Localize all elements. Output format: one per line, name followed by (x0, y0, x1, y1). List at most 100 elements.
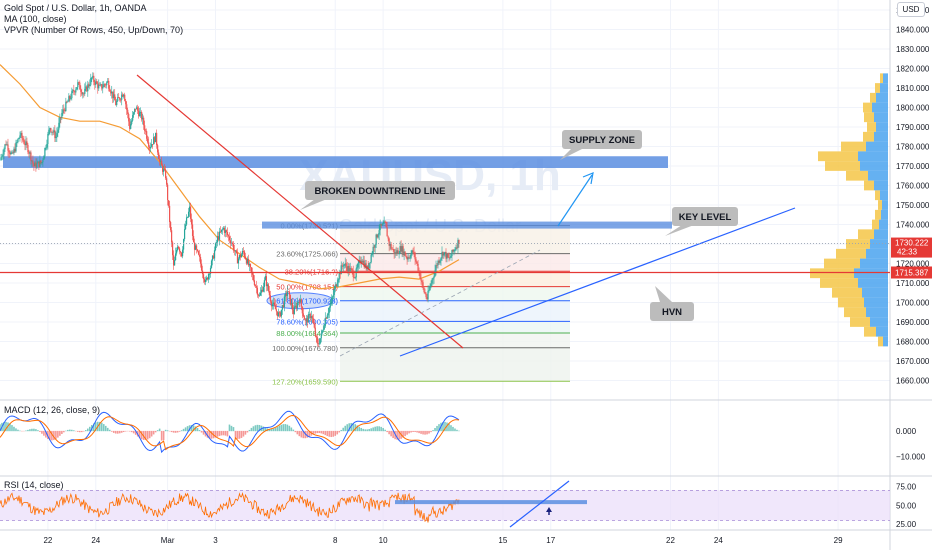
candle-body-158 (157, 145, 159, 153)
candle-body-20 (19, 135, 21, 138)
candle-body-290 (288, 291, 290, 295)
macd-hist-232 (230, 425, 233, 432)
macd-hist-190 (188, 425, 191, 432)
macd-hist-454 (452, 426, 454, 432)
vp-down-8 (818, 151, 858, 162)
candle-body-30 (29, 152, 31, 154)
rsi-indicator-label[interactable]: RSI (14, close) (4, 480, 64, 490)
candle-body-380 (378, 230, 380, 235)
candle-body-330 (328, 307, 330, 313)
fib-label-2: 38.20%(1716.?) (285, 267, 339, 276)
candle-body-190 (188, 206, 191, 212)
candle-body-339 (337, 279, 339, 283)
macd-indicator-label[interactable]: MACD (12, 26, close, 9) (4, 405, 101, 415)
vp-down-18 (836, 248, 866, 259)
current-price-value: 1730.222 (895, 239, 929, 248)
fib-band-4 (340, 300, 570, 322)
candle-body-270 (268, 291, 270, 296)
candle-body-255 (253, 280, 256, 286)
candle-body-375 (373, 246, 375, 248)
candle-body-209 (207, 274, 210, 280)
macd-hist-186 (184, 427, 187, 432)
macd-hist-178 (176, 430, 179, 433)
macd-hist-448 (446, 422, 448, 432)
macd-hist-458 (456, 429, 458, 432)
ma-indicator-label[interactable]: MA (100, close) (4, 14, 67, 24)
candle-body-101 (100, 84, 102, 86)
candle-body-138 (137, 107, 139, 111)
candle-body-141 (140, 111, 142, 113)
candle-body-39 (38, 161, 40, 167)
candle-body-315 (313, 323, 315, 328)
vp-up-12 (880, 190, 888, 201)
candle-body-10 (9, 152, 11, 155)
candle-body-34 (33, 163, 35, 167)
price-tick-14: 1800.000 (896, 104, 930, 113)
candle-body-334 (332, 294, 334, 298)
candle-body-396 (394, 252, 396, 254)
macd-hist-150 (148, 430, 151, 439)
candle-body-218 (216, 236, 219, 243)
candle-body-46 (45, 147, 47, 149)
macd-hist-266 (264, 427, 267, 432)
candle-body-114 (113, 94, 115, 99)
candle-body-142 (141, 111, 143, 120)
macd-hist-330 (328, 430, 331, 437)
candle-body-13 (12, 152, 14, 154)
macd-hist-410 (408, 430, 410, 434)
candle-body-306 (304, 319, 306, 321)
candle-body-155 (154, 137, 156, 143)
candle-body-70 (69, 96, 71, 99)
vp-down-24 (844, 307, 866, 318)
candle-body-11 (10, 152, 12, 155)
macd-hist-282 (280, 424, 283, 432)
vp-down-15 (872, 219, 879, 230)
candle-body-429 (427, 290, 429, 300)
candle-body-54 (53, 130, 55, 133)
currency-button[interactable]: USD (897, 2, 925, 17)
macd-hist-370 (368, 429, 370, 432)
candle-body-184 (182, 239, 185, 250)
candle-body-447 (445, 251, 447, 259)
supply-zone-callout-pointer (560, 148, 584, 160)
candle-body-366 (364, 263, 366, 268)
candle-body-78 (77, 82, 79, 88)
macd-hist-216 (214, 430, 217, 438)
candle-body-57 (56, 133, 58, 137)
candle-body-436 (434, 270, 436, 277)
candle-body-100 (99, 84, 101, 86)
macd-hist-280 (278, 425, 281, 432)
vpvr-indicator-label[interactable]: VPVR (Number Of Rows, 450, Up/Down, 70) (4, 25, 184, 35)
macd-hist-242 (240, 430, 243, 438)
time-tick-9: 24 (714, 536, 723, 545)
fib-label-7: 100.00%(1676.780) (272, 344, 338, 353)
zones[interactable] (3, 156, 672, 229)
trend-lines[interactable] (0, 74, 890, 357)
macd-hist-106 (104, 425, 107, 432)
vp-down-23 (838, 297, 864, 308)
macd-hist-434 (432, 430, 434, 432)
callouts[interactable]: SUPPLY ZONE BROKEN DOWNTREND LINE KEY LEVE… (300, 130, 738, 321)
candle-body-335 (333, 289, 335, 295)
macd-hist-332 (330, 430, 333, 438)
candle-body-199 (197, 251, 200, 255)
candle-body-338 (336, 282, 338, 287)
macd-hist-72 (71, 429, 73, 432)
candle-body-241 (239, 255, 242, 258)
macd-hist-222 (220, 430, 223, 436)
candle-body-208 (206, 277, 209, 280)
macd-hist-156 (154, 430, 157, 433)
candle-body-104 (103, 84, 105, 88)
candle-body-245 (243, 251, 246, 257)
candle-body-12 (11, 152, 13, 154)
candle-body-407 (405, 255, 407, 258)
candle-body-410 (408, 257, 410, 259)
candle-body-123 (122, 94, 124, 97)
vp-down-1 (875, 83, 880, 93)
macd-hist-438 (436, 425, 438, 432)
candle-body-328 (326, 315, 328, 319)
rsi-tick-1: 50.00 (896, 501, 917, 510)
fibonacci-retracement[interactable]: 0.00%(1739.5?1)23.60%(1725.066)38.20%(17… (266, 221, 570, 386)
fib-trend-dashed (339, 249, 541, 357)
